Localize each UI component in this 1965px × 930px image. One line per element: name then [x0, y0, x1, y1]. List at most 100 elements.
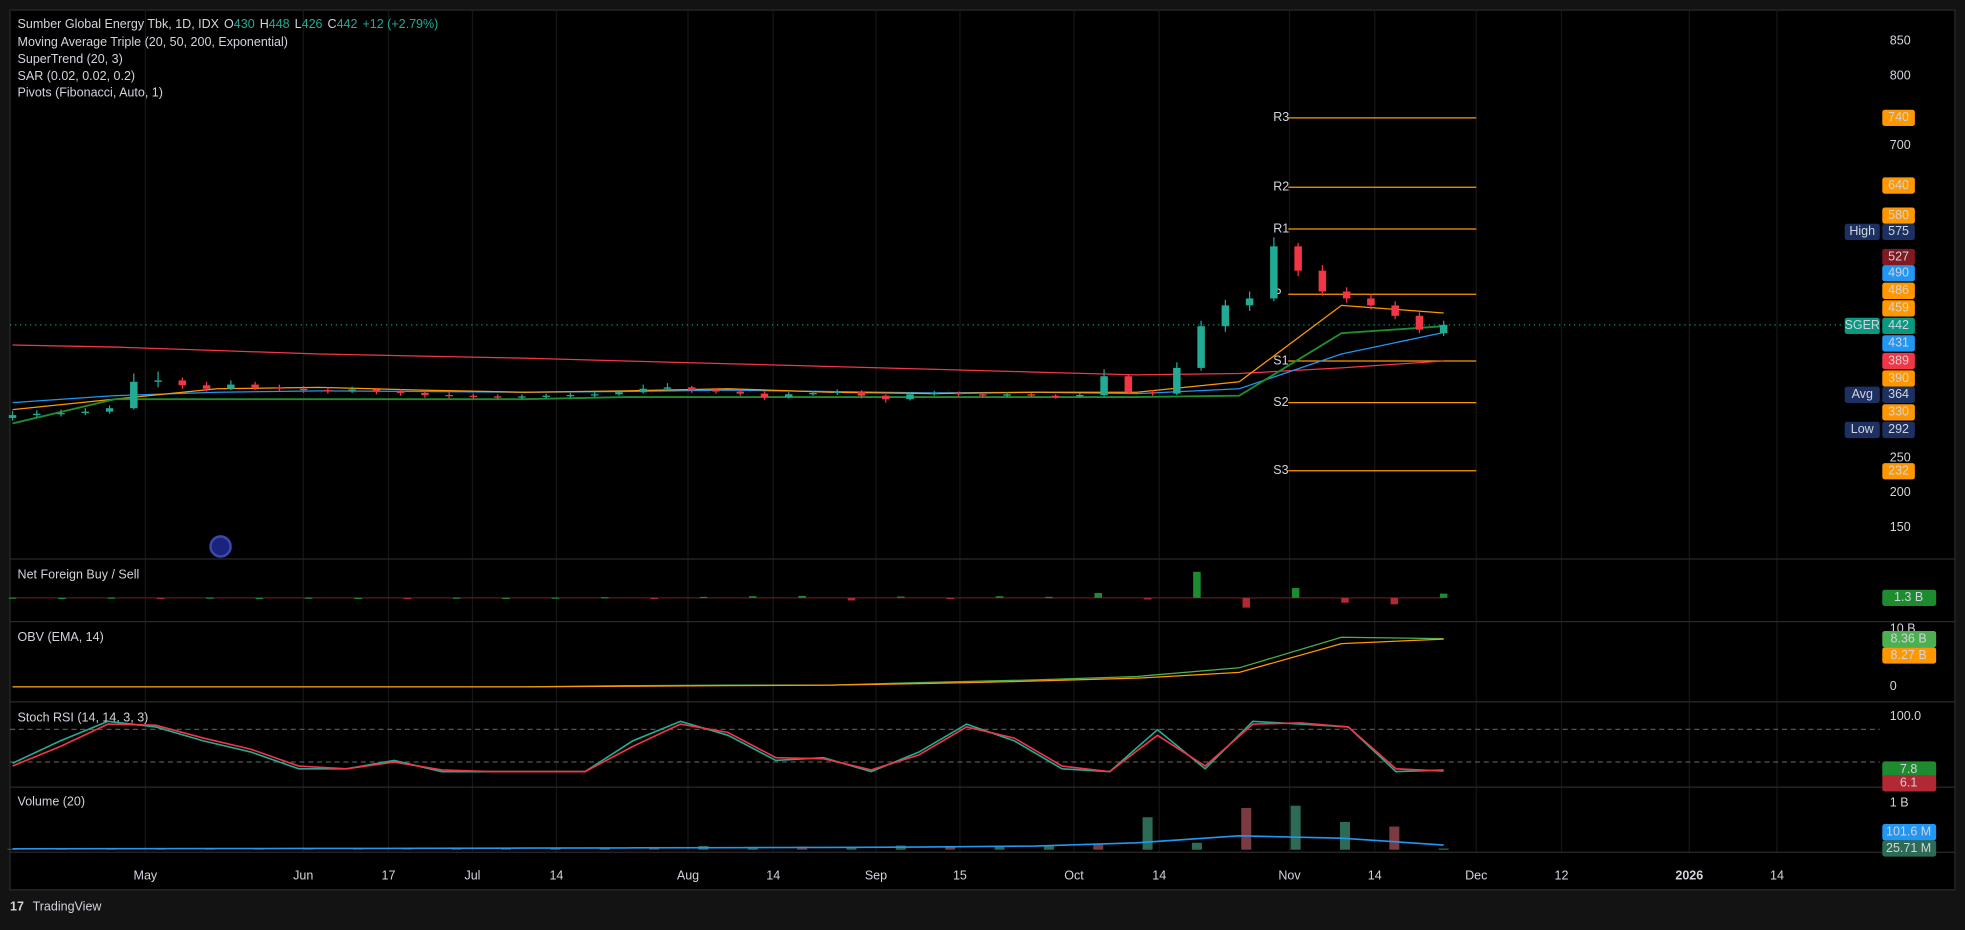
candle-body: [688, 387, 696, 390]
pivot-label: S2: [1273, 395, 1288, 409]
foreign-bar: [354, 598, 362, 599]
time-label: 12: [1555, 868, 1569, 882]
pane-axis-label: 100.0: [1890, 709, 1921, 723]
candle-body: [567, 395, 575, 396]
candle-body: [1222, 305, 1230, 326]
volume-bar: [1439, 849, 1449, 850]
header-high: 448: [269, 17, 290, 31]
candle-body: [1294, 246, 1302, 270]
badge-tag-label: High: [1849, 224, 1875, 238]
foreign-bar: [502, 598, 510, 599]
header-o_label: O: [224, 17, 234, 31]
volume-bar: [1389, 827, 1399, 850]
pane-badge-value: 25.71 M: [1886, 841, 1931, 855]
candle-body: [227, 385, 235, 389]
candle-body: [833, 392, 841, 393]
candle-body: [785, 394, 793, 397]
candle-body: [882, 396, 890, 399]
price-badge-value: 486: [1888, 283, 1909, 297]
price-badge-value: 292: [1888, 422, 1909, 436]
price-badge-value: 364: [1888, 387, 1909, 401]
time-label: Nov: [1278, 868, 1301, 882]
badge-tag-label: Low: [1851, 422, 1875, 436]
candle-body: [251, 385, 259, 388]
foreign-bar: [749, 596, 757, 598]
header-c_label: C: [328, 17, 337, 31]
candle-body: [736, 392, 744, 394]
volume-bar: [353, 849, 363, 850]
candle-body: [348, 389, 356, 390]
foreign-bar: [107, 598, 115, 599]
header-l_label: L: [295, 17, 302, 31]
header-h_label: H: [260, 17, 269, 31]
badge-tag-label: SGER: [1844, 318, 1879, 332]
price-badge-value: 640: [1888, 178, 1909, 192]
candle-body: [1125, 376, 1133, 392]
foreign-bar: [453, 598, 461, 599]
price-badge-value: 490: [1888, 266, 1909, 280]
candle-body: [421, 393, 429, 395]
volume-bar: [1093, 844, 1103, 850]
price-tick: 850: [1890, 34, 1911, 48]
header-close: 442: [337, 17, 358, 31]
foreign-bar: [996, 596, 1004, 598]
candle-body: [203, 385, 211, 388]
candle-body: [906, 394, 914, 399]
candle-body: [154, 380, 162, 381]
candle-body: [9, 415, 17, 418]
candle-body: [445, 395, 453, 396]
candle-body: [130, 382, 138, 408]
candle-body: [179, 380, 187, 385]
marker-dot[interactable]: [211, 536, 231, 556]
volume-bar: [1241, 808, 1251, 850]
chart-panel: [10, 10, 1955, 890]
candle-body: [1149, 392, 1157, 393]
volume-bar: [1291, 806, 1301, 850]
pane-badge-value: 7.8: [1900, 762, 1917, 776]
indicator-label: Moving Average Triple (20, 50, 200, Expo…: [18, 35, 288, 49]
price-tick: 200: [1890, 485, 1911, 499]
price-badge-value: 740: [1888, 110, 1909, 124]
candle-body: [1440, 325, 1448, 333]
foreign-bar: [256, 598, 264, 599]
foreign-bar: [1144, 598, 1152, 600]
header-symbol: Sumber Global Energy Tbk, 1D, IDX: [18, 17, 220, 31]
candle-body: [542, 396, 550, 397]
foreign-bar: [798, 596, 806, 598]
candle-body: [57, 413, 65, 414]
volume-bar: [1192, 843, 1202, 850]
candle-body: [397, 392, 405, 393]
candle-body: [82, 412, 90, 413]
price-badge-value: 459: [1888, 301, 1909, 315]
candle-body: [615, 392, 623, 394]
candle-body: [276, 387, 284, 388]
candle-body: [1052, 396, 1060, 397]
pane-title: Net Foreign Buy / Sell: [18, 568, 140, 582]
candle-body: [1197, 326, 1205, 368]
foreign-bar: [1094, 593, 1102, 598]
header-low: 426: [302, 17, 323, 31]
candle-body: [1319, 271, 1327, 292]
foreign-bar: [157, 598, 165, 599]
pane-badge-value: 6.1: [1900, 776, 1917, 790]
candle-body: [1173, 368, 1181, 394]
foreign-bar: [946, 598, 954, 599]
foreign-bar: [650, 598, 658, 599]
foreign-bar: [700, 597, 708, 598]
pane-badge-value: 101.6 M: [1886, 825, 1931, 839]
candle-body: [494, 396, 502, 397]
time-label: Oct: [1064, 868, 1084, 882]
candle-body: [1367, 298, 1375, 305]
footer-logo: TradingView: [33, 900, 103, 914]
time-label: 14: [766, 868, 780, 882]
foreign-bar: [601, 597, 609, 598]
candle-body: [373, 389, 381, 391]
indicator-label: Pivots (Fibonacci, Auto, 1): [18, 86, 163, 100]
volume-bar: [1340, 822, 1350, 850]
foreign-bar: [1341, 598, 1349, 603]
price-badge-value: 431: [1888, 336, 1909, 350]
pane-title: Stoch RSI (14, 14, 3, 3): [18, 710, 149, 724]
pane-title: Volume (20): [18, 794, 85, 808]
